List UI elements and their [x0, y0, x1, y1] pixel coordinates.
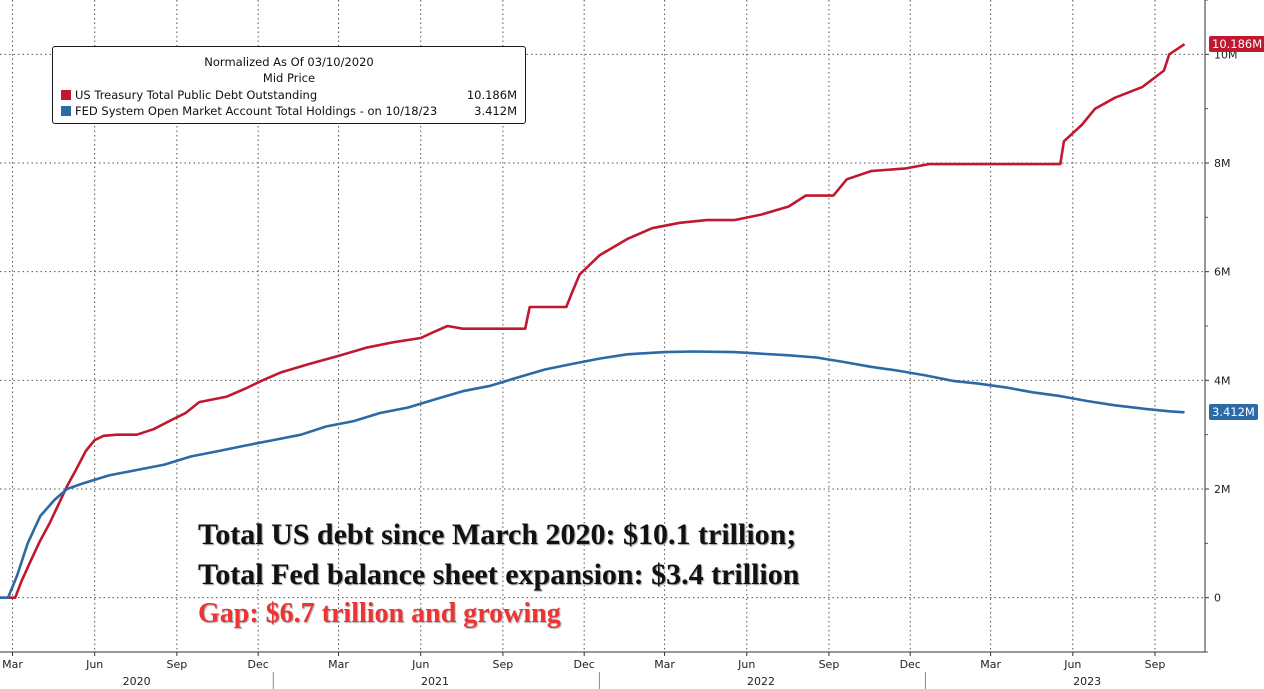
legend-entry-fed: FED System Open Market Account Total Hol…	[61, 104, 517, 119]
x-tick-label: Jun	[411, 658, 429, 671]
x-tick-label: Dec	[900, 658, 921, 671]
legend-title: Normalized As Of 03/10/2020	[204, 55, 374, 69]
x-tick-label: Jun	[85, 658, 103, 671]
annotation-fed-expansion: Total Fed balance sheet expansion: $3.4 …	[198, 558, 800, 591]
x-year-label: 2022	[747, 675, 775, 688]
legend-subtitle: Mid Price	[262, 71, 316, 85]
series-lines	[0, 43, 1186, 600]
y-tick-label: 0	[1214, 592, 1221, 605]
x-tick-label: Mar	[2, 658, 23, 671]
x-tick-label: Dec	[574, 658, 595, 671]
last-value-tag-debt: 10.186M	[1209, 36, 1264, 52]
legend: Normalized As Of 03/10/2020 Mid Price US…	[52, 46, 526, 124]
legend-entry-debt: US Treasury Total Public Debt Outstandin…	[61, 88, 517, 103]
annotation-total-debt: Total US debt since March 2020: $10.1 tr…	[198, 518, 797, 551]
legend-value-fed: 3.412M	[474, 104, 517, 118]
last-value-tag-fed: 3.412M	[1209, 404, 1258, 420]
y-tick-label: 4M	[1214, 374, 1231, 387]
x-tick-label: Jun	[737, 658, 755, 671]
x-tick-label: Sep	[1145, 658, 1166, 671]
x-year-label: 2021	[421, 675, 449, 688]
legend-value-debt: 10.186M	[466, 88, 517, 102]
x-tick-label: Mar	[328, 658, 349, 671]
x-tick-label: Sep	[166, 658, 187, 671]
x-tick-label: Mar	[980, 658, 1001, 671]
y-tick-label: 6M	[1214, 266, 1231, 279]
legend-label-fed: FED System Open Market Account Total Hol…	[75, 104, 438, 118]
y-tick-label: 2M	[1214, 483, 1231, 496]
x-tick-label: Mar	[654, 658, 675, 671]
legend-label-debt: US Treasury Total Public Debt Outstandin…	[75, 88, 318, 102]
x-year-label: 2020	[123, 675, 151, 688]
y-tick-label: 8M	[1214, 157, 1231, 170]
series-line-fed	[0, 350, 1185, 600]
legend-swatch-debt	[61, 90, 71, 100]
x-tick-label: Dec	[248, 658, 269, 671]
series-line-debt	[0, 43, 1186, 600]
legend-swatch-fed	[61, 106, 71, 116]
x-tick-label: Sep	[819, 658, 840, 671]
x-tick-label: Sep	[493, 658, 514, 671]
annotation-gap: Gap: $6.7 trillion and growing	[198, 598, 561, 629]
x-tick-label: Jun	[1063, 658, 1081, 671]
x-year-label: 2023	[1073, 675, 1101, 688]
